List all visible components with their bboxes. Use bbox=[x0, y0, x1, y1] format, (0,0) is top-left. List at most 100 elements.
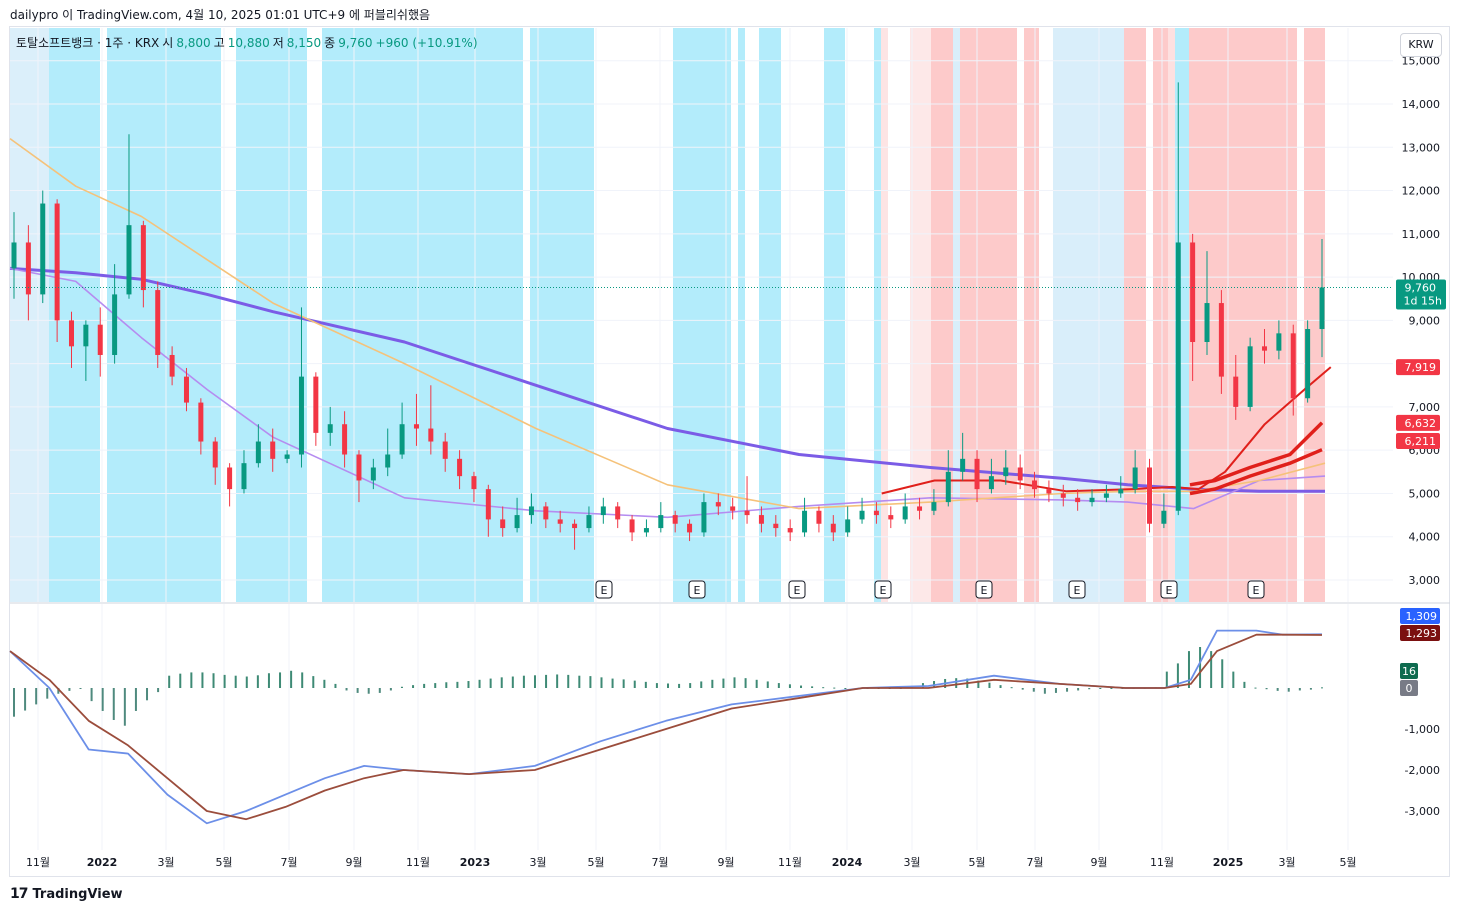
earnings-marker-box bbox=[1160, 580, 1178, 599]
earnings-marker-box bbox=[1247, 580, 1265, 599]
time-axis-tick: 11월 bbox=[406, 856, 430, 869]
price-label-box bbox=[1396, 359, 1440, 376]
low-label: 저 bbox=[272, 36, 284, 50]
macd-histogram-bar bbox=[678, 683, 681, 688]
macd-histogram-bar bbox=[822, 687, 825, 689]
regime-zone bbox=[738, 28, 745, 602]
open-label: 시 bbox=[162, 36, 174, 50]
candle-body bbox=[845, 519, 851, 533]
macd-histogram-bar bbox=[633, 680, 636, 688]
macd-histogram-bar bbox=[1110, 688, 1113, 689]
currency-button[interactable]: KRW bbox=[1400, 33, 1442, 57]
macd-histogram-bar bbox=[1088, 688, 1091, 690]
candle-body bbox=[399, 424, 405, 455]
macd-histogram-bar bbox=[1021, 688, 1024, 690]
macd-histogram-bar bbox=[1276, 688, 1279, 691]
macd-histogram-bar bbox=[1187, 651, 1190, 688]
price-label: 6,211 bbox=[1405, 435, 1437, 448]
candle-body bbox=[1319, 287, 1325, 330]
macd-histogram-bar bbox=[667, 683, 669, 688]
chart-frame bbox=[9, 26, 1450, 877]
regime-zone bbox=[1053, 28, 1124, 602]
candle-body bbox=[802, 510, 808, 533]
macd-histogram-bar bbox=[478, 679, 481, 688]
time-axis-tick: 5월 bbox=[968, 856, 985, 869]
candle-body bbox=[500, 519, 506, 529]
candle-body bbox=[83, 324, 89, 347]
regime-zone bbox=[107, 28, 221, 602]
macd-histogram-bar bbox=[101, 688, 104, 711]
macd-histogram-bar bbox=[1309, 688, 1312, 690]
macd-histogram-bar bbox=[777, 683, 780, 688]
candle-body bbox=[284, 454, 290, 459]
candle-body bbox=[442, 441, 448, 459]
macd-histogram-bar bbox=[689, 683, 692, 688]
price-axis-tick: 15,000 bbox=[1402, 55, 1441, 68]
candle-body bbox=[974, 458, 980, 490]
macd-histogram-bar bbox=[90, 688, 93, 702]
macd-histogram-bar bbox=[766, 681, 769, 688]
price-label-box bbox=[1396, 414, 1440, 431]
time-axis-tick: 11월 bbox=[1150, 856, 1174, 869]
candle-body bbox=[457, 458, 463, 477]
symbol-legend: 토탈소프트뱅크 · 1주 · KRX 시 8,800 고 10,880 저 8,150… bbox=[16, 34, 478, 51]
time-axis-tick: 5월 bbox=[587, 856, 604, 869]
price-axis-tick: 12,000 bbox=[1402, 185, 1441, 198]
earnings-marker-label: E bbox=[794, 584, 801, 597]
time-axis-tick: 9월 bbox=[345, 856, 362, 869]
macd-histogram-bar bbox=[755, 679, 758, 688]
macd-value-box bbox=[1400, 663, 1418, 679]
macd-histogram-bar bbox=[245, 676, 248, 688]
brand-name: TradingView bbox=[32, 886, 123, 902]
regime-zone bbox=[10, 28, 49, 602]
time-axis-tick: 11월 bbox=[26, 856, 50, 869]
candle-body bbox=[758, 515, 764, 524]
macd-histogram-bar bbox=[13, 688, 15, 717]
candle-body bbox=[227, 467, 233, 490]
regime-zone bbox=[953, 28, 960, 602]
macd-histogram-bar bbox=[1054, 688, 1057, 693]
regime-zone bbox=[881, 28, 888, 602]
candle-body bbox=[730, 506, 736, 511]
candle-body bbox=[528, 506, 534, 516]
candle-body bbox=[370, 467, 376, 481]
candle-body bbox=[1118, 489, 1124, 494]
macd-histogram-bar bbox=[157, 688, 160, 693]
earnings-marker: E bbox=[788, 580, 806, 599]
candle-body bbox=[1060, 493, 1066, 498]
moving-average-line bbox=[1189, 421, 1324, 487]
macd-histogram-bar bbox=[844, 688, 847, 689]
earnings-marker: E bbox=[1247, 580, 1265, 599]
macd-histogram-bar bbox=[1243, 681, 1246, 688]
macd-histogram-bar bbox=[212, 673, 215, 688]
candle-body bbox=[198, 402, 204, 442]
time-axis-tick: 3월 bbox=[529, 856, 546, 869]
macd-histogram-bar bbox=[600, 677, 603, 688]
macd-value-box bbox=[1400, 680, 1418, 696]
price-axis-tick: 3,000 bbox=[1409, 574, 1441, 587]
candle-body bbox=[701, 502, 707, 533]
macd-line bbox=[9, 633, 1323, 821]
macd-histogram-bar bbox=[1254, 687, 1257, 689]
macd-histogram-bar bbox=[611, 678, 614, 688]
symbol-title[interactable]: 토탈소프트뱅크 · 1주 · KRX bbox=[16, 36, 160, 50]
candle-body bbox=[1276, 333, 1282, 351]
candle-body bbox=[1262, 346, 1268, 351]
background-zones bbox=[10, 28, 1325, 602]
macd-histogram-bar bbox=[378, 688, 381, 693]
candle-body bbox=[514, 515, 520, 529]
macd-histogram-bar bbox=[988, 682, 991, 688]
candle-body bbox=[600, 506, 606, 516]
regime-zone bbox=[759, 28, 781, 602]
macd-histogram-bar bbox=[356, 688, 359, 693]
regime-zone bbox=[874, 28, 881, 602]
earnings-marker: E bbox=[874, 580, 892, 599]
macd-histogram-bar bbox=[35, 688, 38, 705]
candle-body bbox=[241, 463, 247, 490]
candle-body bbox=[687, 523, 693, 533]
macd-histogram-bar bbox=[1321, 687, 1323, 689]
candle-body bbox=[327, 424, 333, 433]
candle-body bbox=[902, 506, 908, 520]
